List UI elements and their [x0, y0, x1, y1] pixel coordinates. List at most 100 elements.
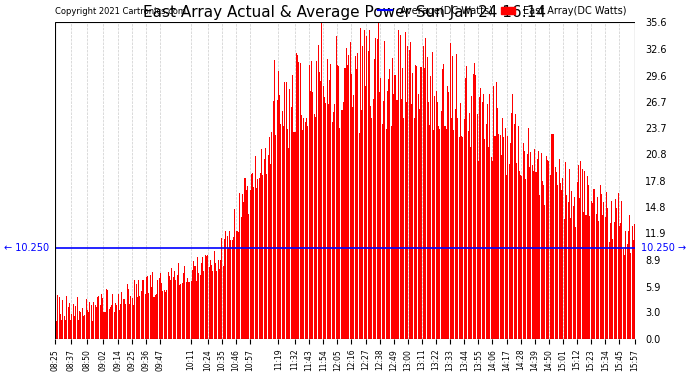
- Bar: [337, 65, 338, 339]
- Bar: [550, 176, 551, 339]
- Bar: [323, 87, 324, 339]
- Bar: [196, 281, 197, 339]
- Bar: [239, 193, 240, 339]
- Bar: [498, 134, 500, 339]
- Bar: [135, 284, 137, 339]
- Bar: [452, 56, 453, 339]
- Bar: [604, 217, 606, 339]
- Bar: [296, 53, 297, 339]
- Bar: [371, 118, 373, 339]
- Bar: [507, 136, 509, 339]
- Bar: [252, 173, 253, 339]
- Bar: [280, 124, 282, 339]
- Bar: [532, 165, 533, 339]
- Bar: [350, 42, 351, 339]
- Bar: [320, 81, 321, 339]
- Bar: [310, 91, 311, 339]
- Bar: [597, 197, 598, 339]
- Bar: [293, 132, 294, 339]
- Bar: [565, 162, 566, 339]
- Bar: [469, 113, 470, 339]
- Bar: [187, 278, 188, 339]
- Bar: [461, 136, 462, 339]
- Bar: [410, 42, 411, 339]
- Bar: [223, 266, 224, 339]
- Bar: [101, 294, 102, 339]
- Bar: [271, 132, 273, 339]
- Bar: [65, 320, 66, 339]
- Bar: [524, 150, 525, 339]
- Bar: [402, 68, 403, 339]
- Bar: [84, 315, 86, 339]
- Bar: [165, 292, 166, 339]
- Bar: [457, 118, 458, 339]
- Bar: [148, 293, 149, 339]
- Bar: [57, 295, 59, 339]
- Bar: [207, 255, 208, 339]
- Bar: [488, 147, 489, 339]
- Bar: [502, 118, 503, 339]
- Bar: [152, 272, 153, 339]
- Bar: [120, 303, 121, 339]
- Bar: [61, 320, 62, 339]
- Bar: [206, 256, 207, 339]
- Bar: [568, 202, 569, 339]
- Bar: [75, 306, 77, 339]
- Bar: [510, 143, 511, 339]
- Bar: [348, 56, 349, 339]
- Bar: [328, 104, 329, 339]
- Bar: [432, 52, 433, 339]
- Bar: [541, 153, 542, 339]
- Bar: [556, 172, 557, 339]
- Bar: [55, 22, 635, 339]
- Bar: [417, 94, 419, 339]
- Bar: [174, 272, 175, 339]
- Bar: [552, 134, 553, 339]
- Bar: [584, 171, 585, 339]
- Bar: [246, 190, 247, 339]
- Bar: [435, 91, 437, 339]
- Bar: [66, 296, 68, 339]
- Bar: [205, 255, 206, 339]
- Bar: [400, 35, 401, 339]
- Bar: [157, 279, 158, 339]
- Bar: [265, 148, 266, 339]
- Bar: [266, 174, 267, 339]
- Bar: [83, 316, 84, 339]
- Bar: [357, 53, 358, 339]
- Bar: [215, 264, 216, 339]
- Bar: [560, 183, 561, 339]
- Bar: [63, 316, 65, 339]
- Bar: [495, 82, 497, 339]
- Text: Copyright 2021 Cartronics.com: Copyright 2021 Cartronics.com: [55, 7, 186, 16]
- Bar: [489, 94, 491, 339]
- Bar: [299, 63, 301, 339]
- Bar: [302, 130, 303, 339]
- Bar: [346, 48, 347, 339]
- Bar: [595, 214, 597, 339]
- Bar: [483, 94, 484, 339]
- Bar: [151, 286, 152, 339]
- Bar: [301, 115, 302, 339]
- Bar: [525, 179, 526, 339]
- Bar: [450, 43, 451, 339]
- Bar: [355, 56, 356, 339]
- Bar: [455, 109, 456, 339]
- Bar: [99, 305, 101, 339]
- Bar: [175, 280, 177, 339]
- Bar: [343, 102, 344, 339]
- Bar: [261, 149, 262, 339]
- Bar: [583, 212, 584, 339]
- Bar: [202, 257, 204, 339]
- Bar: [130, 296, 131, 339]
- Bar: [528, 128, 529, 339]
- Bar: [383, 101, 384, 339]
- Bar: [509, 164, 510, 339]
- Bar: [137, 297, 138, 339]
- Bar: [611, 201, 612, 339]
- Bar: [407, 46, 408, 339]
- Bar: [115, 303, 116, 339]
- Bar: [379, 92, 380, 339]
- Bar: [397, 100, 398, 339]
- Bar: [515, 114, 516, 339]
